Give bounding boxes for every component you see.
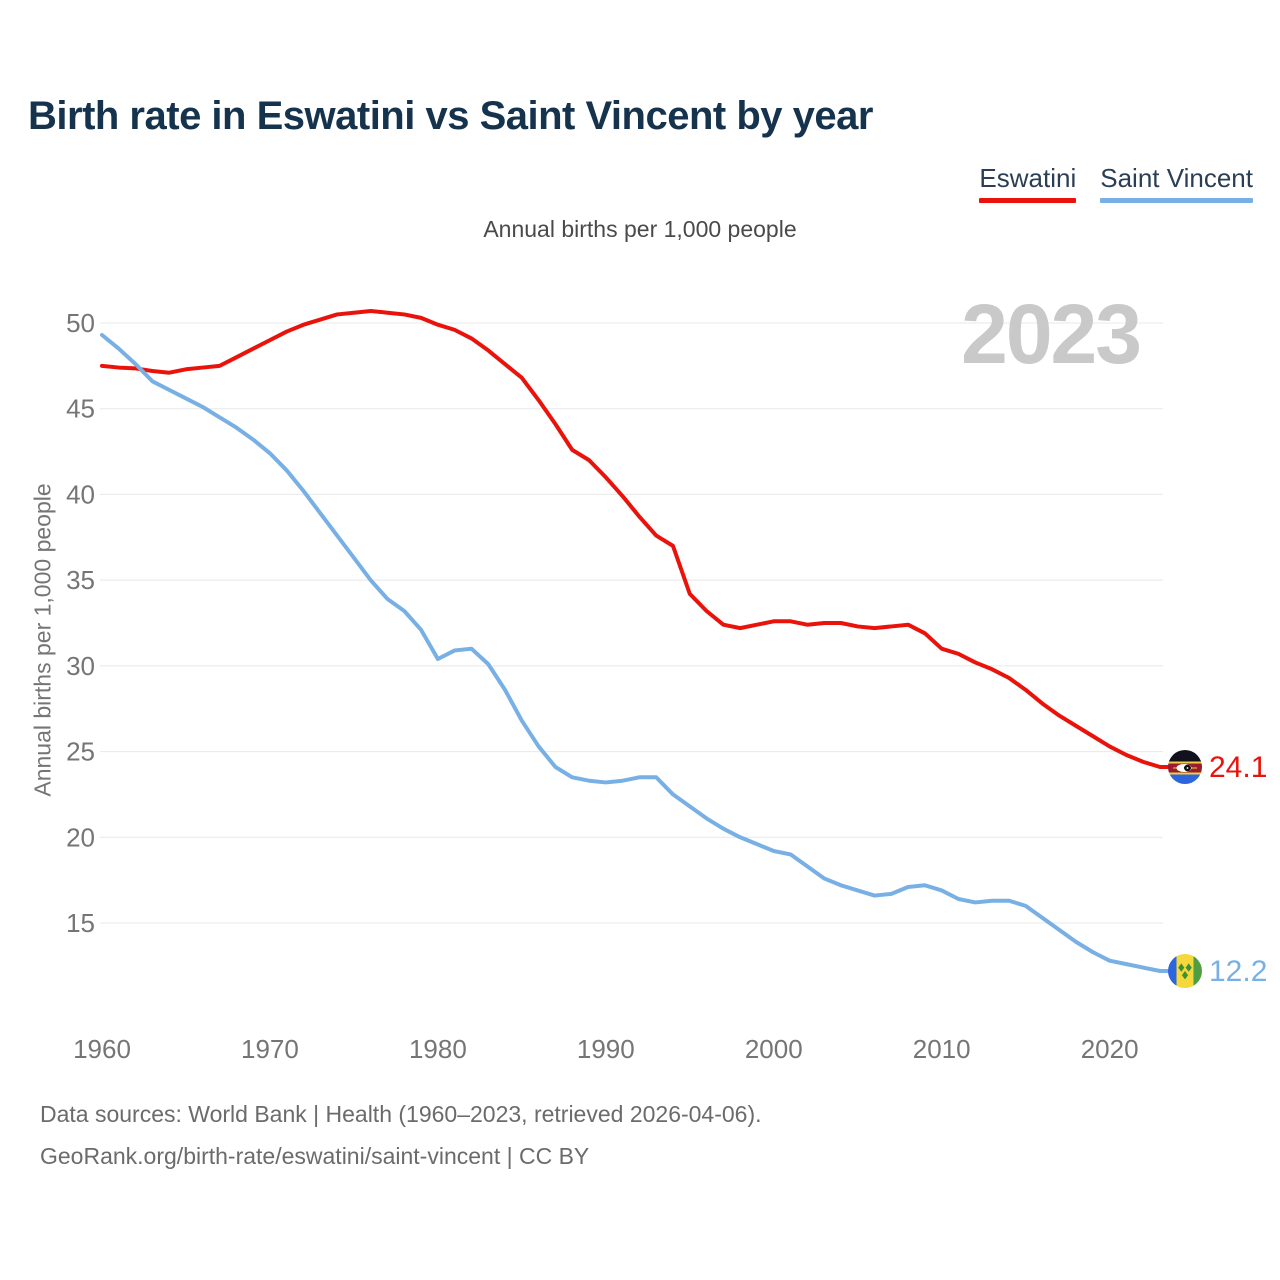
xtick-1980: 1980 [409, 1034, 467, 1064]
ytick-15: 15 [66, 908, 95, 938]
xtick-1960: 1960 [73, 1034, 131, 1064]
ytick-50: 50 [66, 308, 95, 338]
series-end-markers [1168, 750, 1202, 988]
xtick-1970: 1970 [241, 1034, 299, 1064]
footer-attribution: GeoRank.org/birth-rate/eswatini/saint-vi… [40, 1142, 590, 1169]
watermark-year: 2023 [961, 287, 1140, 381]
ytick-40: 40 [66, 479, 95, 509]
y-axis-tick-labels: 15 20 25 30 35 40 45 50 [66, 308, 95, 938]
xtick-2010: 2010 [913, 1034, 971, 1064]
ytick-45: 45 [66, 394, 95, 424]
legend-underline-eswatini [979, 198, 1077, 203]
line-saint-vincent [100, 333, 1173, 973]
line-eswatini [100, 309, 1173, 769]
footer: Data sources: World Bank | Health (1960–… [40, 1094, 762, 1178]
chart-subtitle: Annual births per 1,000 people [483, 216, 797, 242]
legend-item-eswatini: Eswatini [979, 163, 1077, 203]
xtick-2020: 2020 [1081, 1034, 1139, 1064]
xtick-2000: 2000 [745, 1034, 803, 1064]
series-lines [100, 309, 1173, 973]
chart-title: Birth rate in Eswatini vs Saint Vincent … [28, 94, 873, 138]
legend-underline-saint-vincent [1100, 198, 1253, 203]
flag-eswatini-icon [1168, 750, 1202, 784]
legend-label-saint-vincent: Saint Vincent [1100, 163, 1253, 193]
ytick-30: 30 [66, 651, 95, 681]
ytick-20: 20 [66, 822, 95, 852]
footer-source: Data sources: World Bank | Health (1960–… [40, 1101, 762, 1127]
flag-saint-vincent-icon [1168, 954, 1202, 988]
legend-item-saint-vincent: Saint Vincent [1100, 163, 1253, 203]
end-value-saint-vincent: 12.2 [1209, 955, 1267, 988]
gridlines [100, 322, 1163, 924]
ytick-35: 35 [66, 565, 95, 595]
end-value-eswatini: 24.1 [1209, 751, 1267, 784]
x-axis-tick-labels: 1960 1970 1980 1990 2000 2010 2020 [73, 1034, 1138, 1064]
xtick-1990: 1990 [577, 1034, 635, 1064]
legend: Eswatini Saint Vincent [979, 163, 1253, 203]
ytick-25: 25 [66, 737, 95, 767]
legend-label-eswatini: Eswatini [979, 163, 1077, 193]
